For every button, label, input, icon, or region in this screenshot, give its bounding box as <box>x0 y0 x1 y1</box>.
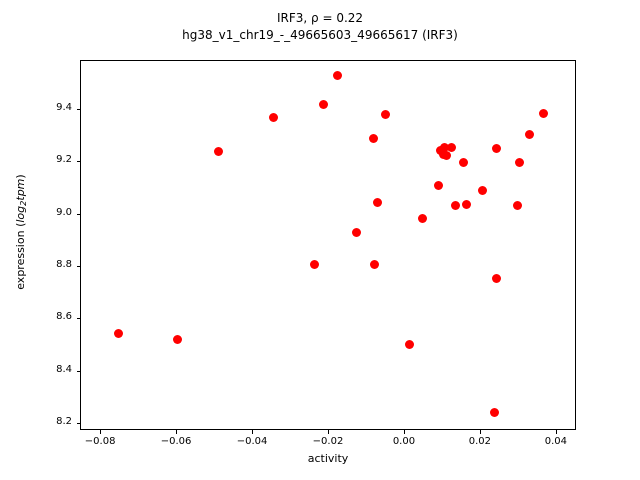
data-points-layer <box>81 61 575 429</box>
y-tick-mark <box>76 161 80 163</box>
data-point <box>269 112 279 122</box>
y-tick-label: 8.8 <box>56 258 72 270</box>
data-point <box>113 329 123 339</box>
data-point <box>404 339 414 349</box>
x-tick-mark <box>252 430 254 434</box>
data-point <box>515 157 525 167</box>
x-tick-label: 0.00 <box>392 436 416 447</box>
chart-title: IRF3, ρ = 0.22 hg38_v1_chr19_-_49665603_… <box>0 10 640 44</box>
x-tick-label: 0.04 <box>544 436 567 447</box>
chart-title-line-1: IRF3, ρ = 0.22 <box>276 11 364 25</box>
data-point <box>442 150 452 160</box>
x-tick-mark <box>328 430 329 434</box>
data-point <box>458 157 468 167</box>
x-tick-label: 0.02 <box>468 436 492 447</box>
y-tick-mark <box>76 265 80 267</box>
x-tick-mark <box>479 430 481 434</box>
plot-axes <box>80 60 576 430</box>
x-tick-label: −0.08 <box>84 436 116 447</box>
y-axis-label-subscript: 2 <box>18 200 29 206</box>
x-tick-label: −0.06 <box>160 436 192 447</box>
data-point <box>446 143 456 153</box>
data-point <box>214 147 224 157</box>
data-point <box>538 108 548 118</box>
y-axis-label-suffix: ) <box>13 174 27 179</box>
data-point <box>433 181 443 191</box>
x-tick-mark <box>176 430 178 434</box>
y-tick-label: 8.4 <box>56 363 72 375</box>
data-point <box>440 143 450 153</box>
data-point <box>418 213 428 223</box>
chart-title-line-2: hg38_v1_chr19_-_49665603_49665617 (IRF3) <box>182 28 458 42</box>
y-tick-label: 9.4 <box>56 101 72 113</box>
x-tick-mark <box>100 430 102 434</box>
data-point <box>351 228 361 238</box>
y-tick-mark <box>76 423 80 425</box>
x-tick-mark <box>555 430 557 434</box>
data-point <box>368 133 378 143</box>
y-tick-mark <box>76 108 80 110</box>
data-point <box>461 199 471 209</box>
y-tick-label: 8.2 <box>56 416 72 428</box>
x-tick-label: −0.04 <box>236 436 268 447</box>
data-point <box>381 110 391 120</box>
y-tick-label: 9.2 <box>56 154 72 166</box>
y-axis-label-log: log <box>13 205 27 223</box>
x-tick-mark <box>403 430 405 434</box>
data-point <box>492 144 502 154</box>
data-point <box>333 70 343 80</box>
x-axis-label: activity <box>307 452 349 465</box>
data-point <box>373 198 383 208</box>
x-tick-label: −0.02 <box>312 436 344 447</box>
data-point <box>524 129 534 139</box>
data-point <box>477 186 487 196</box>
data-point <box>172 334 182 344</box>
data-point <box>319 99 329 109</box>
data-point <box>512 200 522 210</box>
y-axis-label-unit: tpm <box>13 178 27 201</box>
y-tick-mark <box>76 213 80 215</box>
y-tick-mark <box>76 318 80 320</box>
y-axis-label-prefix: expression ( <box>13 222 27 290</box>
y-tick-mark <box>76 370 80 372</box>
y-tick-label: 9.0 <box>56 206 72 218</box>
data-point <box>451 200 461 210</box>
y-tick-label: 8.6 <box>56 311 72 323</box>
data-point <box>492 274 502 284</box>
data-point <box>490 408 500 418</box>
data-point <box>310 259 320 269</box>
y-axis-label: expression (log2tpm) <box>14 132 28 332</box>
data-point <box>370 259 380 269</box>
